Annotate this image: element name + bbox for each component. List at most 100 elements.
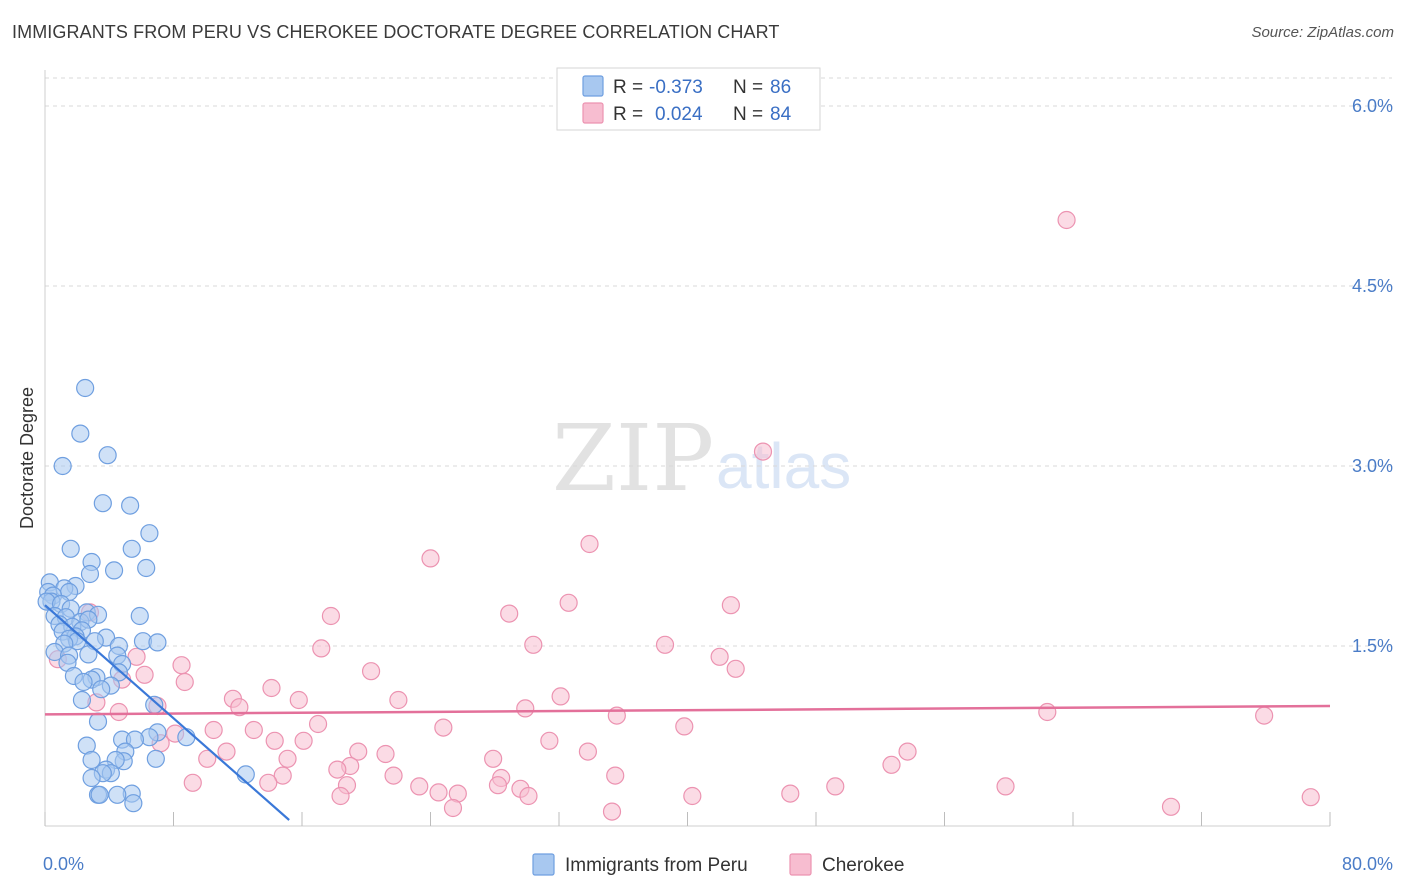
cherokee-point-3 [421, 549, 440, 568]
peru-point-7 [61, 539, 80, 558]
cherokee-point-8 [321, 606, 341, 626]
cherokee-point-71 [683, 786, 702, 806]
peru-point-2 [98, 446, 117, 465]
cherokee-point-44 [217, 742, 236, 761]
cherokee-point-46 [376, 744, 395, 764]
peru-point-1 [71, 424, 90, 443]
legend-n-value-1: 84 [770, 104, 792, 125]
peru-point-76 [108, 785, 127, 804]
peru-point-3 [53, 456, 72, 476]
cherokee-point-5 [721, 596, 740, 615]
peru-point-11 [137, 558, 156, 578]
legend-item-label-peru: Immigrants from Peru [565, 855, 748, 876]
series-cherokee [48, 210, 1320, 821]
cherokee-point-41 [265, 731, 284, 750]
cherokee-point-37 [204, 720, 223, 740]
cherokee-point-75 [1161, 797, 1181, 816]
legend-r-value-0: -0.373 [649, 77, 703, 98]
cherokee-point-12 [710, 647, 729, 666]
watermark-zip: ZIP [552, 405, 714, 512]
legend-item-swatch-cherokee [789, 853, 812, 876]
legend-item-label-cherokee: Cherokee [822, 855, 904, 876]
cherokee-point-55 [273, 766, 292, 785]
peru-point-67 [82, 750, 101, 770]
peru-point-66 [146, 749, 165, 768]
cherokee-point-36 [434, 718, 453, 737]
cherokee-point-15 [172, 656, 191, 675]
cherokee-point-0 [1057, 210, 1076, 230]
cherokee-point-4 [559, 593, 578, 612]
cherokee-point-28 [230, 698, 249, 717]
cherokee-point-73 [443, 798, 463, 818]
cherokee-point-19 [175, 672, 194, 692]
trend-line-peru [44, 604, 290, 821]
legend-r-label-1: R = [613, 104, 643, 125]
cherokee-point-51 [198, 749, 217, 768]
legend-swatch-pink [582, 102, 604, 124]
cherokee-point-33 [1255, 706, 1274, 725]
cherokee-point-30 [109, 702, 128, 722]
cherokee-point-52 [882, 755, 901, 774]
peru-point-27 [130, 606, 149, 626]
y-tick-labels: 1.5% 3.0% 4.5% 6.0% [1352, 96, 1393, 656]
cherokee-point-22 [551, 687, 570, 706]
cherokee-point-2 [580, 534, 599, 554]
cherokee-point-49 [484, 749, 503, 768]
cherokee-point-38 [244, 720, 263, 740]
cherokee-point-70 [519, 786, 538, 806]
cherokee-point-21 [262, 678, 281, 698]
cherokee-point-61 [183, 773, 202, 792]
legend-r-value-1: 0.024 [655, 104, 703, 125]
axes [44, 70, 1331, 827]
cherokee-point-68 [826, 777, 845, 796]
chart-title: IMMIGRANTS FROM PERU VS CHEROKEE DOCTORA… [12, 22, 780, 42]
series-immigrants-from-peru [37, 378, 255, 813]
peru-point-63 [125, 730, 145, 749]
legend-n-label-0: N = [733, 77, 763, 98]
peru-point-5 [121, 496, 140, 515]
cherokee-point-29 [516, 699, 535, 718]
legend-item-swatch-peru [532, 853, 555, 876]
y-tick-label-1: 3.0% [1352, 456, 1393, 476]
cherokee-point-50 [278, 749, 297, 768]
legend-n-value-0: 86 [770, 77, 791, 98]
cherokee-point-9 [524, 635, 543, 654]
cherokee-point-43 [294, 731, 313, 750]
x-tick-label-0: 0.0% [43, 854, 84, 874]
peru-point-53 [74, 672, 93, 692]
source-credit: Source: ZipAtlas.com [1251, 24, 1394, 41]
peru-point-4 [93, 494, 112, 513]
legend-swatch-blue [582, 75, 604, 97]
cherokee-point-76 [1301, 788, 1320, 807]
peru-point-49 [109, 663, 128, 682]
cherokee-point-18 [135, 665, 154, 684]
peru-point-6 [140, 524, 159, 543]
peru-point-74 [236, 765, 255, 784]
peru-point-58 [88, 712, 108, 731]
legend-r-label-0: R = [613, 77, 643, 98]
peru-point-55 [92, 680, 111, 699]
cherokee-point-32 [1038, 702, 1057, 722]
cherokee-point-45 [349, 742, 368, 761]
cherokee-point-74 [602, 802, 622, 821]
x-tick-label-1: 80.0% [1342, 854, 1393, 874]
cherokee-point-47 [578, 742, 598, 761]
y-tick-label-3: 6.0% [1352, 96, 1393, 116]
cherokee-point-25 [389, 690, 408, 710]
cherokee-point-58 [606, 766, 625, 785]
cherokee-point-67 [781, 784, 800, 803]
cherokee-point-24 [289, 690, 308, 710]
series-legend: Immigrants from Peru Cherokee [532, 853, 904, 876]
y-tick-label-2: 4.5% [1352, 276, 1393, 296]
correlation-legend: R = -0.373 N = 86 R = 0.024 N = 84 [556, 67, 821, 131]
cherokee-point-56 [384, 766, 403, 785]
cherokee-point-1 [753, 442, 773, 461]
cherokee-point-42 [540, 731, 559, 750]
gridlines [45, 77, 1392, 647]
peru-point-40 [148, 633, 167, 652]
peru-point-73 [82, 768, 101, 788]
cherokee-point-59 [259, 773, 278, 792]
cherokee-point-35 [675, 717, 694, 736]
cherokee-point-34 [308, 714, 328, 734]
